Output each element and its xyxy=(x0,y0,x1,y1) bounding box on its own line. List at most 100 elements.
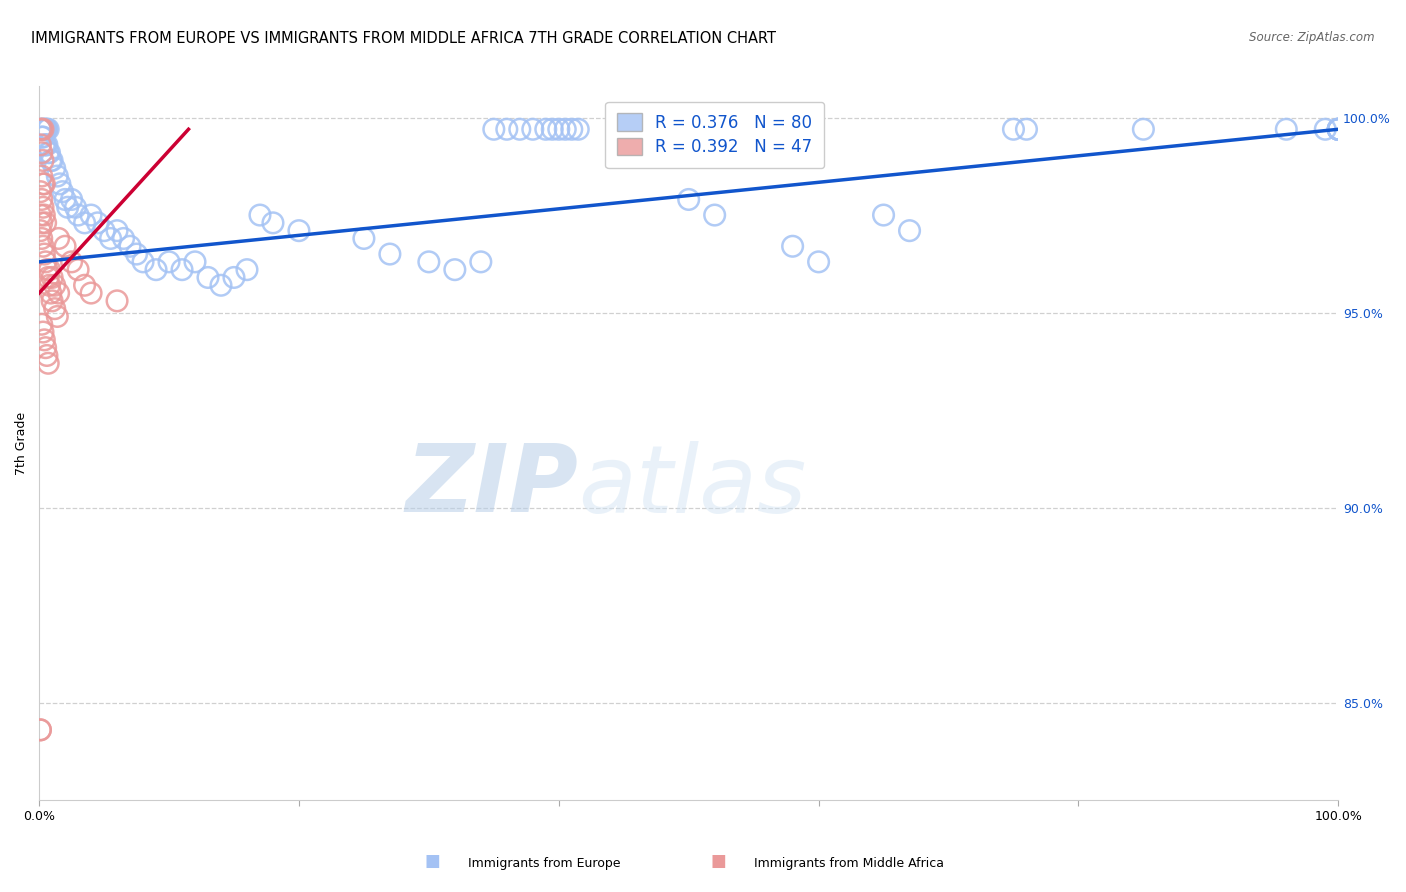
Point xyxy=(34,255,56,269)
Point xyxy=(49,177,72,191)
Point xyxy=(482,122,505,136)
Text: ■: ■ xyxy=(425,852,440,870)
Point xyxy=(80,208,103,222)
Point xyxy=(170,262,193,277)
Point xyxy=(1315,122,1337,136)
Point xyxy=(37,356,59,370)
Point xyxy=(37,122,59,136)
Point xyxy=(31,193,53,207)
Point xyxy=(1327,122,1350,136)
Point xyxy=(73,278,96,293)
Point xyxy=(34,122,56,136)
Point xyxy=(105,293,128,308)
Point xyxy=(1275,122,1298,136)
Point xyxy=(39,286,62,301)
Point xyxy=(31,318,53,332)
Text: ■: ■ xyxy=(710,852,727,870)
Point xyxy=(872,208,894,222)
Point xyxy=(34,122,56,136)
Point xyxy=(118,239,141,253)
Point xyxy=(34,137,56,152)
Point xyxy=(509,122,531,136)
Point xyxy=(30,723,52,737)
Point xyxy=(44,301,66,316)
Point xyxy=(1002,122,1025,136)
Point xyxy=(67,262,90,277)
Point xyxy=(495,122,517,136)
Point xyxy=(46,310,69,324)
Point xyxy=(32,122,55,136)
Point xyxy=(782,239,804,253)
Point xyxy=(222,270,245,285)
Point xyxy=(51,185,73,199)
Text: Source: ZipAtlas.com: Source: ZipAtlas.com xyxy=(1250,31,1375,45)
Point xyxy=(561,122,583,136)
Point xyxy=(93,224,115,238)
Point xyxy=(34,137,56,152)
Text: Immigrants from Europe: Immigrants from Europe xyxy=(468,856,620,870)
Point xyxy=(48,231,70,245)
Point xyxy=(236,262,259,277)
Point xyxy=(32,239,55,253)
Point xyxy=(38,145,60,160)
Point xyxy=(1327,122,1350,136)
Point xyxy=(31,130,53,145)
Point xyxy=(38,278,60,293)
Point xyxy=(157,255,180,269)
Point xyxy=(30,224,52,238)
Point xyxy=(105,224,128,238)
Point xyxy=(39,153,62,168)
Point xyxy=(30,122,52,136)
Point xyxy=(32,200,55,214)
Point xyxy=(30,122,52,136)
Point xyxy=(470,255,492,269)
Point xyxy=(44,161,66,176)
Point xyxy=(567,122,589,136)
Point xyxy=(34,216,56,230)
Point xyxy=(31,231,53,245)
Point xyxy=(125,247,148,261)
Point xyxy=(32,153,55,168)
Point xyxy=(209,278,232,293)
Point xyxy=(60,193,83,207)
Point xyxy=(1132,122,1154,136)
Point xyxy=(534,122,557,136)
Legend: R = 0.376   N = 80, R = 0.392   N = 47: R = 0.376 N = 80, R = 0.392 N = 47 xyxy=(605,102,824,169)
Text: ZIP: ZIP xyxy=(405,440,578,532)
Point xyxy=(34,122,56,136)
Point xyxy=(443,262,465,277)
Point xyxy=(262,216,284,230)
Point xyxy=(522,122,544,136)
Point xyxy=(31,122,53,136)
Point xyxy=(31,169,53,183)
Point xyxy=(34,208,56,222)
Point xyxy=(30,723,52,737)
Point xyxy=(41,270,63,285)
Point xyxy=(1327,122,1350,136)
Text: Immigrants from Middle Africa: Immigrants from Middle Africa xyxy=(754,856,943,870)
Point xyxy=(44,278,66,293)
Point xyxy=(145,262,167,277)
Point xyxy=(807,255,830,269)
Point xyxy=(32,177,55,191)
Point xyxy=(31,216,53,230)
Point xyxy=(53,239,76,253)
Point xyxy=(703,208,725,222)
Point xyxy=(554,122,576,136)
Point xyxy=(34,177,56,191)
Point xyxy=(38,262,60,277)
Point xyxy=(34,333,56,347)
Point xyxy=(378,247,401,261)
Point xyxy=(65,200,87,214)
Point xyxy=(30,185,52,199)
Point xyxy=(1327,122,1350,136)
Point xyxy=(541,122,564,136)
Point xyxy=(184,255,207,269)
Point xyxy=(35,262,58,277)
Point xyxy=(32,325,55,339)
Point xyxy=(32,122,55,136)
Point xyxy=(41,153,63,168)
Y-axis label: 7th Grade: 7th Grade xyxy=(15,411,28,475)
Point xyxy=(56,200,79,214)
Point xyxy=(1327,122,1350,136)
